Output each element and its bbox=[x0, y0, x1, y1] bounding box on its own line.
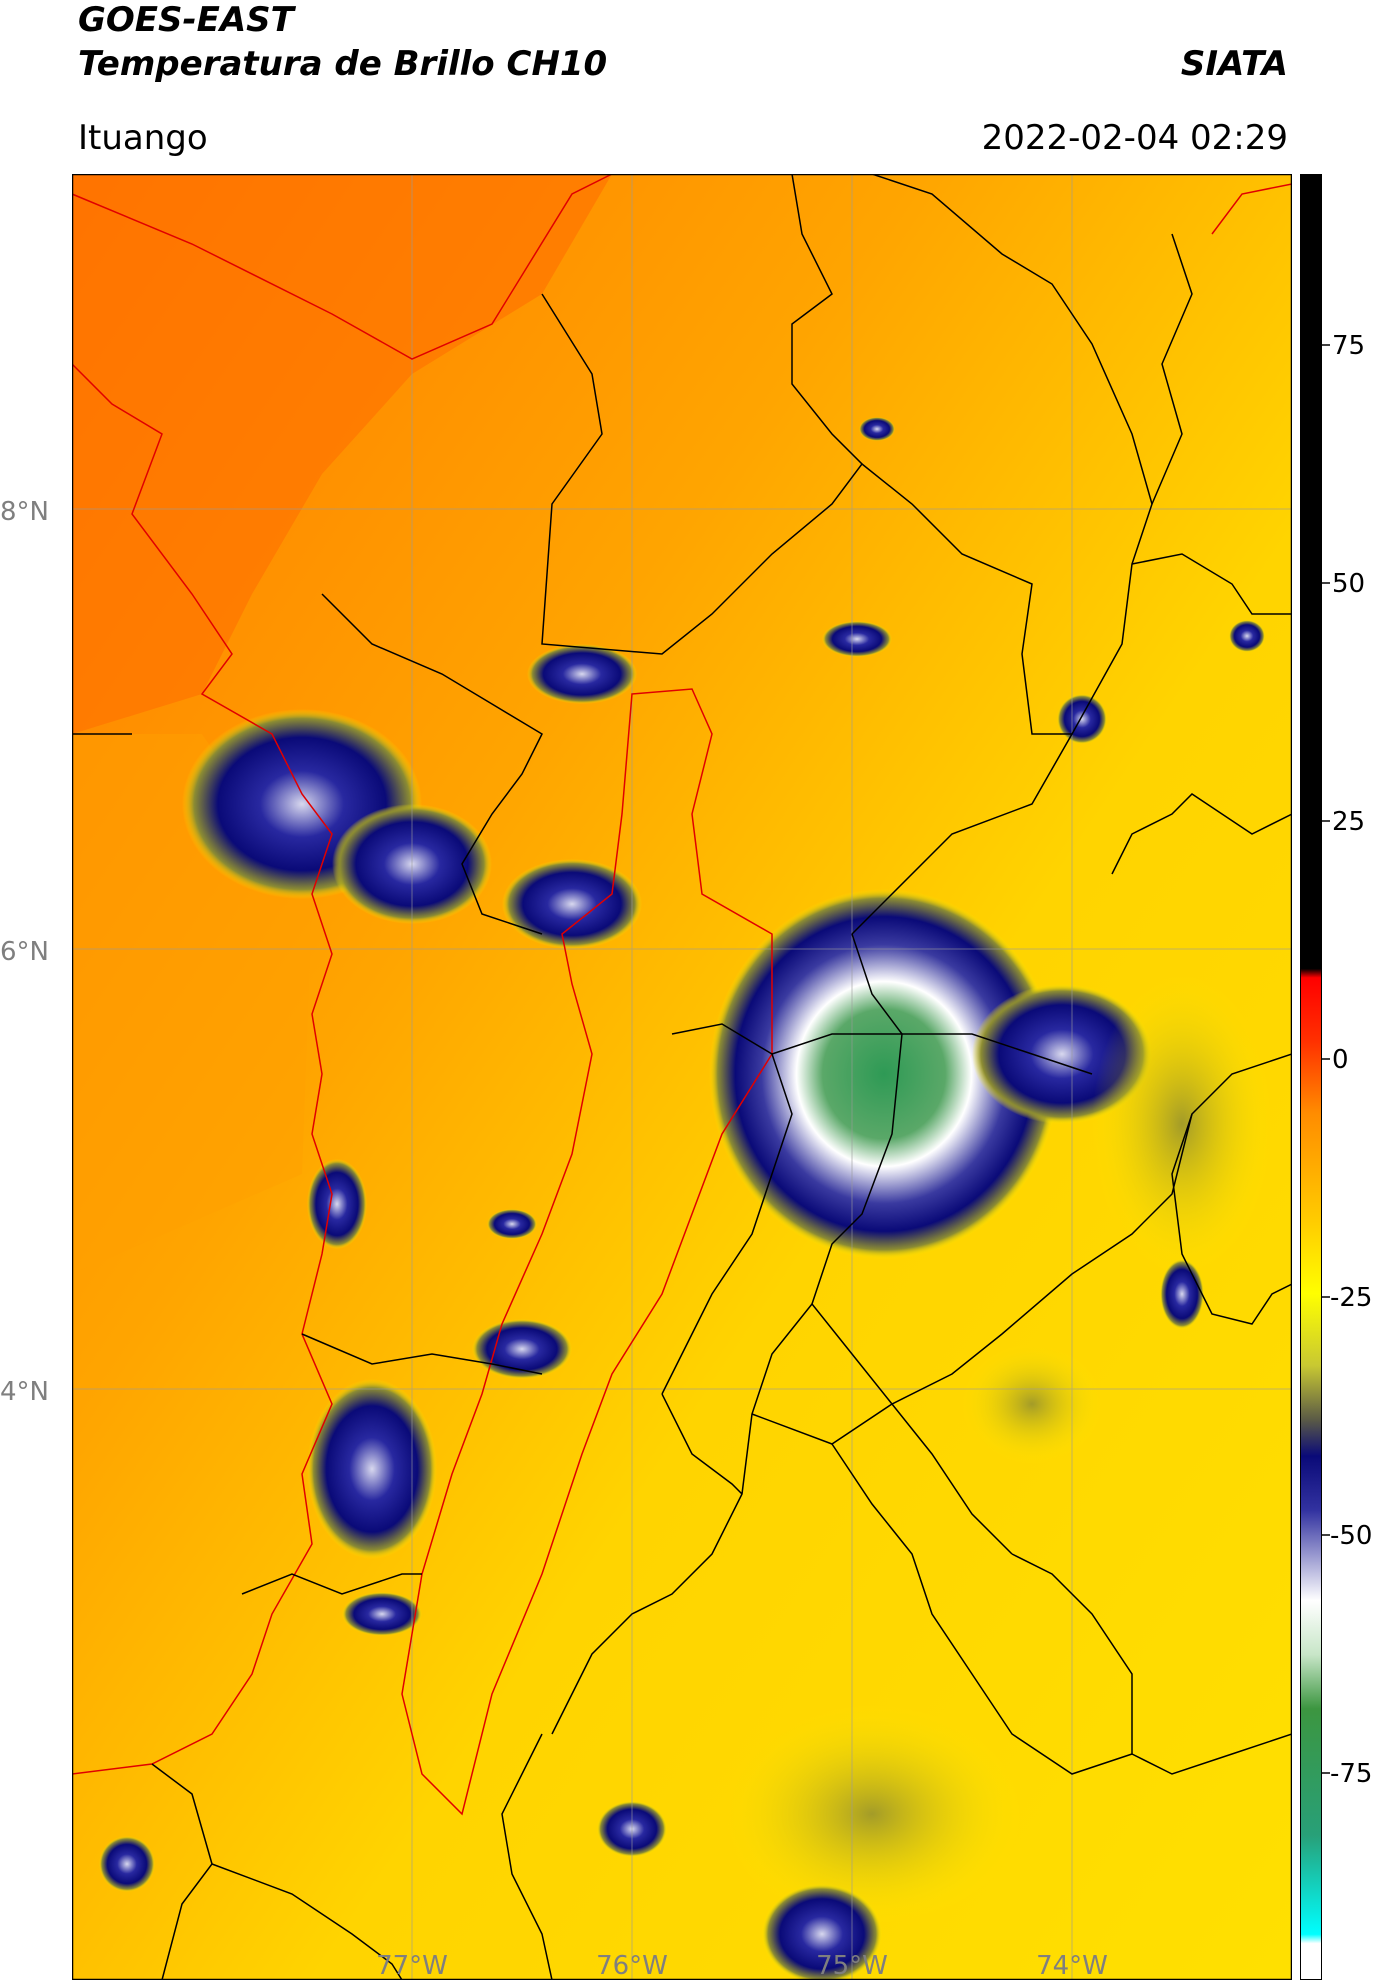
map-frame bbox=[72, 174, 1292, 1980]
product-title: Temperatura de Brillo CH10 bbox=[78, 44, 608, 84]
colorbar-tick-neg75: -75 bbox=[1330, 1759, 1372, 1789]
organization-label: SIATA bbox=[1180, 44, 1288, 84]
lon-label-74w: 74°W bbox=[1036, 1951, 1108, 1981]
cloud-small-3 bbox=[1229, 620, 1265, 652]
colorbar bbox=[1300, 174, 1330, 1980]
cloud-small-6 bbox=[99, 1836, 155, 1892]
cloud-cluster-coast bbox=[307, 1159, 367, 1249]
lat-lon-grid bbox=[72, 174, 1292, 1980]
cloud-cluster-valley bbox=[472, 1319, 572, 1379]
cloud-small-8 bbox=[342, 1592, 422, 1636]
colorbar-ramp bbox=[1300, 174, 1322, 1980]
cloud-small-2 bbox=[1057, 694, 1107, 744]
haze-central bbox=[962, 1344, 1102, 1464]
cloud-cluster-north bbox=[527, 644, 637, 704]
region-borders bbox=[72, 174, 1292, 1980]
lon-label-75w: 75°W bbox=[816, 1951, 888, 1981]
location-label: Ituango bbox=[78, 118, 208, 158]
colorbar-tick-neg25: -25 bbox=[1330, 1283, 1372, 1313]
colorbar-tick-0: 0 bbox=[1332, 1045, 1349, 1075]
cloud-cluster-southwest bbox=[307, 1379, 437, 1559]
colorbar-labels: 75 50 25 0 -25 -50 -75 bbox=[1330, 331, 1372, 1789]
storm-system-main bbox=[709, 889, 1059, 1259]
haze-southeast bbox=[722, 1704, 1022, 1924]
storm-haze-east bbox=[1092, 974, 1272, 1274]
colorbar-tick-25: 25 bbox=[1332, 807, 1365, 837]
brightness-temperature-map bbox=[72, 174, 1292, 1980]
lon-label-76w: 76°W bbox=[596, 1951, 668, 1981]
cloud-cluster-central bbox=[502, 859, 642, 949]
timestamp-label: 2022-02-04 02:29 bbox=[981, 118, 1288, 158]
satellite-title: GOES-EAST bbox=[78, 0, 294, 40]
cloud-small-4 bbox=[859, 417, 895, 441]
lat-label-4n: 4°N bbox=[0, 1377, 49, 1407]
lat-label-6n: 6°N bbox=[0, 937, 49, 967]
cold-sea-region bbox=[72, 174, 612, 734]
cloud-small-1 bbox=[822, 621, 892, 657]
cloud-small-5 bbox=[487, 1209, 537, 1239]
lon-label-77w: 77°W bbox=[376, 1951, 448, 1981]
colorbar-tick-50: 50 bbox=[1332, 569, 1365, 599]
country-borders bbox=[72, 174, 1292, 1816]
colorbar-tick-75: 75 bbox=[1332, 331, 1365, 361]
colorbar-tick-neg50: -50 bbox=[1330, 1521, 1372, 1551]
lat-label-8n: 8°N bbox=[0, 497, 49, 527]
